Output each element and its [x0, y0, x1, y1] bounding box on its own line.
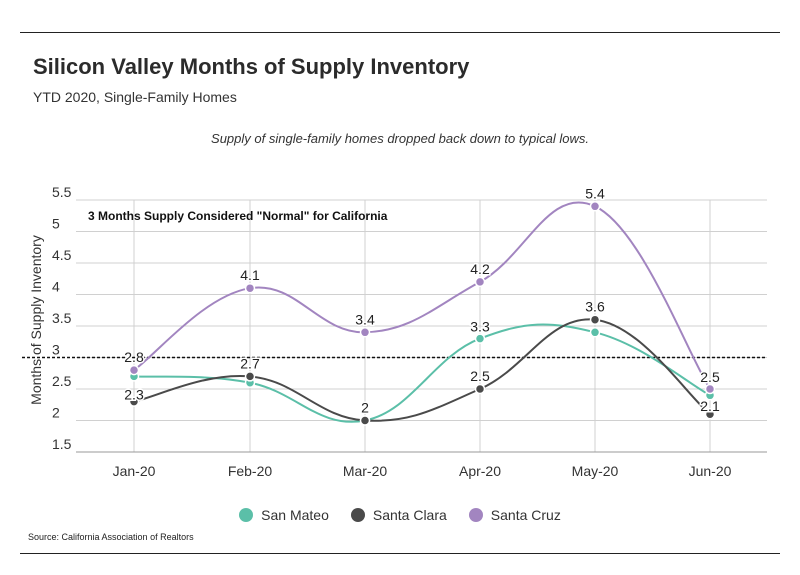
- data-label-santa-clara: 2.5: [470, 368, 490, 384]
- series-line-san-mateo: [133, 323, 711, 423]
- x-tick-label: Jan-20: [113, 463, 156, 479]
- x-tick-label: Jun-20: [689, 463, 732, 479]
- bottom-rule: [20, 553, 780, 554]
- x-tick-label: May-20: [572, 463, 619, 479]
- data-point-santa-clara: [128, 396, 140, 407]
- data-label-santa-cruz: 5.4: [585, 185, 605, 201]
- series-line-santa-cruz: [133, 201, 711, 390]
- line-chart: 1.5 2 2.5 3 3.5 4 4.5 5 5.5 Jan-20 Feb-20 Mar-20 Apr…: [22, 184, 767, 479]
- legend-label: Santa Cruz: [490, 507, 561, 523]
- chart-legend: San Mateo Santa Clara Santa Cruz: [0, 507, 800, 523]
- data-point-santa-cruz: [589, 201, 601, 212]
- x-tick-label: Apr-20: [459, 463, 501, 479]
- legend-swatch: [239, 508, 254, 522]
- y-tick-label: 3.5: [52, 310, 72, 326]
- legend-item-santa-cruz: Santa Cruz: [468, 507, 561, 523]
- source-note: Source: California Association of Realto…: [28, 532, 194, 542]
- data-point-santa-cruz: [244, 282, 256, 294]
- legend-item-san-mateo: San Mateo: [239, 507, 329, 523]
- data-label-santa-clara: 3.6: [585, 299, 605, 315]
- data-label-santa-clara: 2: [361, 400, 369, 416]
- x-tick-label: Mar-20: [343, 463, 388, 479]
- data-label-santa-cruz: 2.8: [124, 349, 144, 365]
- y-tick-label: 1.5: [52, 436, 72, 452]
- data-label-santa-cruz: 4.1: [240, 267, 260, 283]
- top-rule: [20, 32, 780, 33]
- data-point-santa-cruz: [704, 383, 716, 395]
- y-tick-label: 2: [52, 405, 60, 421]
- data-point-santa-clara: [244, 371, 256, 382]
- data-label-santa-cruz: 4.2: [470, 261, 490, 277]
- y-tick-label: 5.5: [52, 184, 72, 200]
- y-tick-label: 3: [52, 342, 60, 358]
- chart-annotation: Supply of single-family homes dropped ba…: [211, 131, 589, 146]
- y-axis-title: Months of Supply Inventory: [28, 235, 44, 405]
- y-tick-label: 4.5: [52, 247, 72, 263]
- data-point-san-mateo: [589, 327, 601, 338]
- y-tick-label: 4: [52, 279, 60, 295]
- chart-title: Silicon Valley Months of Supply Inventor…: [33, 54, 470, 79]
- data-label-santa-clara: 2.7: [240, 355, 260, 371]
- y-tick-label: 2.5: [52, 373, 72, 389]
- data-label-santa-clara: 2.1: [700, 398, 720, 414]
- data-point-santa-cruz: [474, 276, 486, 288]
- data-point-santa-clara: [474, 383, 486, 395]
- data-label-santa-clara: 2.3: [124, 387, 144, 403]
- data-point-santa-clara: [589, 314, 601, 325]
- legend-swatch: [350, 508, 365, 522]
- legend-label: Santa Clara: [372, 507, 447, 523]
- data-label-santa-cruz: 3.4: [355, 311, 375, 327]
- chart-subtitle: YTD 2020, Single-Family Homes: [33, 89, 237, 105]
- y-tick-label: 5: [52, 216, 60, 232]
- data-point-santa-clara: [704, 408, 716, 420]
- data-point-santa-cruz: [128, 364, 140, 376]
- data-label-san-mateo: 3.3: [470, 319, 490, 335]
- data-point-santa-cruz: [359, 327, 371, 338]
- legend-label: San Mateo: [261, 507, 329, 523]
- legend-item-santa-clara: Santa Clara: [350, 507, 447, 523]
- data-point-san-mateo: [474, 333, 486, 344]
- data-label-santa-cruz: 2.5: [700, 369, 720, 385]
- reference-line-label: 3 Months Supply Considered "Normal" for …: [88, 209, 388, 223]
- series-line-santa-clara: [133, 318, 711, 422]
- x-tick-label: Feb-20: [228, 463, 273, 479]
- data-point-santa-clara: [359, 415, 371, 426]
- legend-swatch: [468, 508, 483, 522]
